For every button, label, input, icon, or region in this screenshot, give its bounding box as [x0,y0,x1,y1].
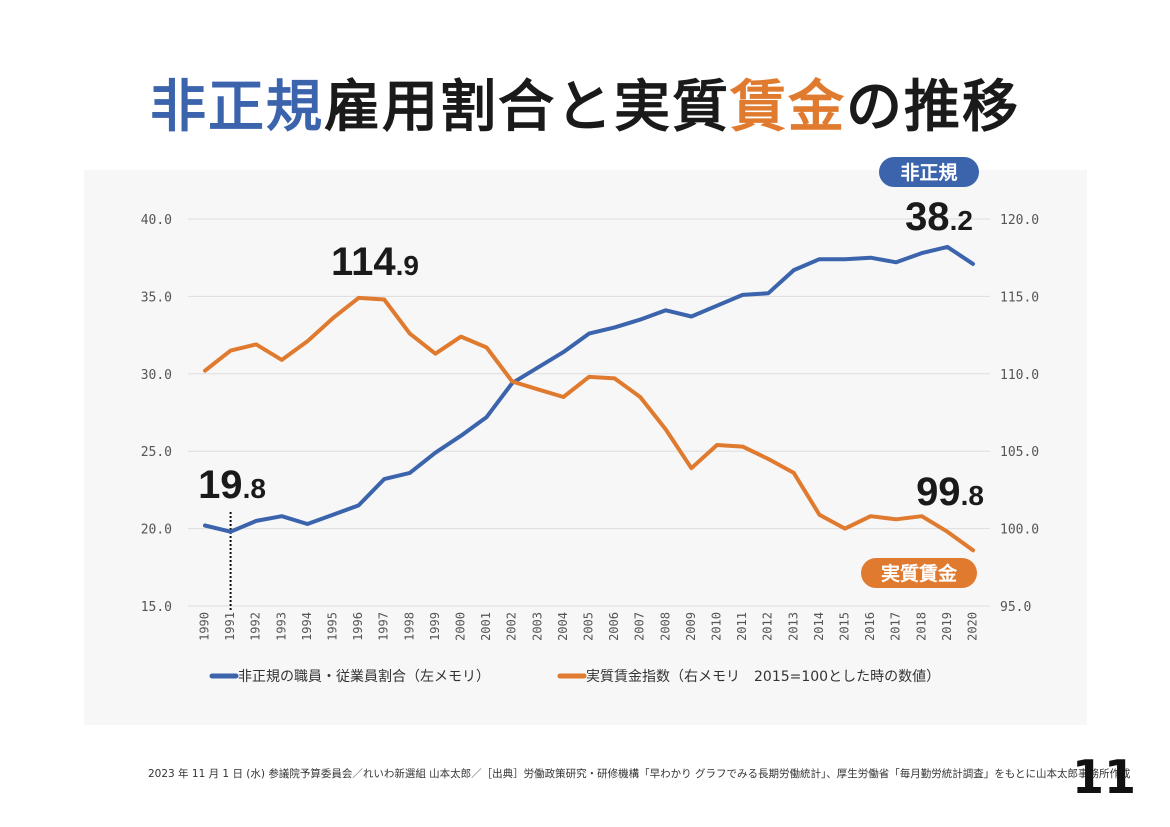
right-tick-label: 115.0 [1000,290,1039,305]
annotation-blue-end: 38.2 [905,195,973,239]
x-tick-label: 1998 [402,612,416,641]
annotation-orange-end: 99.8 [916,470,984,514]
x-tick-label: 1991 [223,612,237,641]
chart-background [84,170,1087,725]
x-tick-label: 2003 [530,612,544,641]
x-tick-label: 2007 [633,612,647,641]
title-part-4: の推移 [846,75,1020,140]
right-tick-label: 110.0 [1000,368,1039,383]
x-tick-label: 2004 [556,612,570,641]
x-tick-label: 2008 [658,612,672,641]
x-tick-label: 2019 [940,612,954,641]
x-tick-label: 2005 [582,612,596,641]
x-tick-label: 1990 [198,612,212,641]
x-tick-label: 1993 [274,612,288,641]
x-tick-label: 2015 [838,612,852,641]
badge-nonregular-shape [879,157,979,187]
right-tick-label: 95.0 [1000,600,1031,615]
annotation-orange-peak: 114.9 [331,240,419,284]
page-number: 11 [1072,750,1137,804]
right-tick-label: 105.0 [1000,445,1039,460]
left-tick-label: 40.0 [141,213,172,228]
page-title: 非正規雇用割合と実質賃金の推移 [0,62,1170,143]
x-tick-label: 2009 [684,612,698,641]
title-part-3: 賃金 [730,75,846,140]
x-tick-label: 2011 [735,612,749,641]
left-tick-label: 20.0 [141,523,172,538]
right-tick-label: 100.0 [1000,523,1039,538]
x-tick-label: 2016 [863,612,877,641]
footer-source: 2023 年 11 月 1 日 (水) 参議院予算委員会／れいわ新選組 山本太郎… [148,768,1131,780]
x-tick-label: 2012 [761,612,775,641]
x-tick-label: 2018 [914,612,928,641]
left-tick-label: 30.0 [141,368,172,383]
right-tick-label: 120.0 [1000,213,1039,228]
x-tick-label: 1995 [326,612,340,641]
x-tick-label: 2000 [454,612,468,641]
x-tick-label: 2017 [889,612,903,641]
x-tick-label: 2010 [710,612,724,641]
x-tick-label: 2020 [966,612,980,641]
annotation-blue-start: 19.8 [198,463,266,507]
title-part-1: 非正規 [150,75,324,140]
real-wage-line [203,295,975,553]
x-tick-label: 1997 [377,612,391,641]
x-tick-label: 1992 [249,612,263,641]
left-tick-label: 15.0 [141,600,172,615]
x-tick-label: 2014 [812,612,826,641]
title-part-2: 雇用割合と実質 [324,75,730,140]
badge-nonregular-label: 非正規 [900,162,957,184]
x-tick-label: 2006 [607,612,621,641]
badge-real-wage-label: 実質賃金 [881,562,958,585]
badge-real-wage-shape [861,558,977,588]
x-tick-label: 2001 [479,612,493,641]
left-tick-label: 25.0 [141,445,172,460]
legend-label-nonregular: 非正規の職員・従業員割合（左メモリ） [238,668,490,685]
x-tick-label: 1994 [300,612,314,641]
x-tick-label: 1996 [351,612,365,641]
x-tick-label: 1999 [428,612,442,641]
left-tick-label: 35.0 [141,290,172,305]
x-tick-label: 2002 [505,612,519,641]
x-tick-label: 2013 [786,612,800,641]
nonregular-share-line [203,244,975,534]
legend-label-real-wage: 実質賃金指数（右メモリ 2015=100とした時の数値） [586,669,940,685]
